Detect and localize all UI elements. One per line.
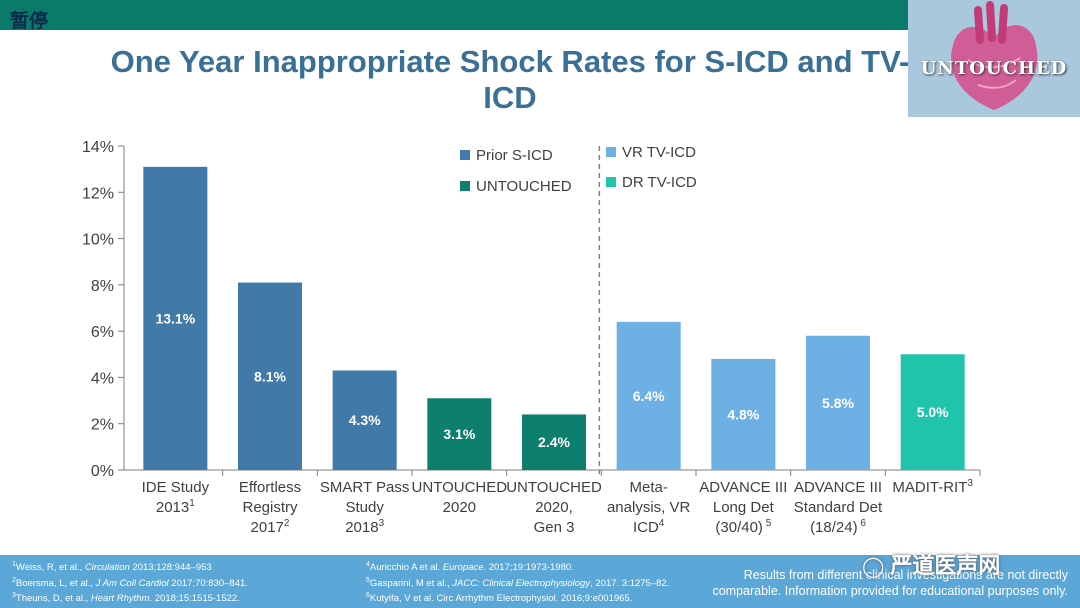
disclaimer-line-1: Results from different clinical investig… (743, 568, 1068, 582)
legend-label: VR TV-ICD (622, 144, 696, 161)
data-label: 3.1% (443, 426, 475, 442)
data-label: 5.0% (917, 404, 949, 420)
data-label: 13.1% (155, 310, 195, 326)
bar (332, 370, 397, 470)
legend-label: UNTOUCHED (476, 178, 572, 195)
disclaimer: Results from different clinical investig… (712, 567, 1068, 599)
top-bar (0, 0, 1080, 30)
x-tick-label: IDE Study 20131 (142, 479, 210, 516)
reference-5: 5Gasparini, M et al., JACC: Clinical Ele… (366, 576, 670, 589)
bar (143, 166, 208, 471)
bar (238, 282, 302, 470)
reference-2: 2Boersma, L, et al., J Am Coll Cardiol 2… (12, 576, 248, 589)
y-tick-label: 8% (91, 278, 114, 295)
x-tick-label: UNTOUCHED 2020 (412, 479, 508, 516)
data-label: 6.4% (633, 388, 665, 404)
bar (616, 321, 681, 470)
bar (427, 398, 492, 470)
legend-swatch (460, 150, 470, 160)
wechat-icon: ◯ (862, 554, 885, 578)
references-right: 4Auricchio A et al. Europace. 2017;19:19… (366, 559, 669, 606)
x-tick-label: Effortless Registry 20172 (239, 479, 301, 536)
disclaimer-line-2: comparable. Information provided for edu… (712, 584, 1068, 598)
footer: 1Weiss, R, et al., Circulation 2013;128:… (0, 555, 1080, 608)
y-tick-label: 10% (82, 232, 114, 249)
x-tick-label: MADIT-RIT3 (892, 478, 973, 496)
reference-6: 6Kutyifa, V et al. Circ Arrhythm Electro… (366, 592, 633, 605)
x-tick-label: UNTOUCHED 2020, Gen 3 (506, 479, 602, 536)
data-label: 2.4% (538, 434, 570, 450)
y-tick-label: 14% (82, 139, 114, 156)
chart-title: One Year Inappropriate Shock Rates for S… (110, 44, 910, 115)
legend-label: Prior S-ICD (476, 147, 553, 164)
bar (711, 358, 776, 470)
x-tick-label: ADVANCE III Long Det (30/40) 5 (699, 479, 787, 536)
y-tick-label: 4% (91, 370, 114, 387)
x-tick-label: SMART Pass Study 20183 (320, 479, 409, 536)
pause-label[interactable]: 暂停 (10, 10, 49, 32)
data-label: 4.8% (727, 406, 759, 422)
watermark-text: 严道医声网 (890, 554, 1001, 579)
data-label: 5.8% (822, 395, 854, 411)
data-label: 4.3% (349, 412, 381, 428)
heart-icon (908, 0, 1080, 117)
y-tick-label: 0% (91, 463, 114, 480)
reference-3: 3Theuns, D, et al., Heart Rhythm. 2018;1… (12, 592, 240, 605)
y-tick-label: 2% (91, 417, 114, 434)
x-tick-label: ADVANCE III Standard Det (18/24) 6 (794, 479, 883, 536)
legend-swatch (460, 181, 470, 191)
bar-chart: 0% 2% 4% 6% 8% 10% 12% 14% 13.1% IDE Study 20131 8.… (82, 139, 981, 536)
references-left: 1Weiss, R, et al., Circulation 2013;128:… (12, 559, 248, 606)
logo-text: UNTOUCHED (920, 58, 1068, 79)
bar (522, 414, 586, 470)
data-label: 8.1% (254, 368, 286, 384)
reference-4: 4Auricchio A et al. Europace. 2017;19:19… (366, 561, 574, 574)
untouched-logo: UNTOUCHED (908, 0, 1080, 117)
y-tick-label: 12% (82, 185, 114, 202)
bar (900, 354, 965, 470)
y-tick-label: 6% (91, 324, 114, 341)
legend-swatch (606, 177, 616, 187)
x-tick-label: Meta-analysis, VR ICD4 (607, 479, 691, 536)
reference-1: 1Weiss, R, et al., Circulation 2013;128:… (12, 561, 212, 574)
bar (806, 335, 870, 470)
watermark: ◯ 严道医声网 (862, 548, 1000, 580)
legend-swatch (606, 147, 616, 157)
legend-label: DR TV-ICD (622, 174, 697, 191)
